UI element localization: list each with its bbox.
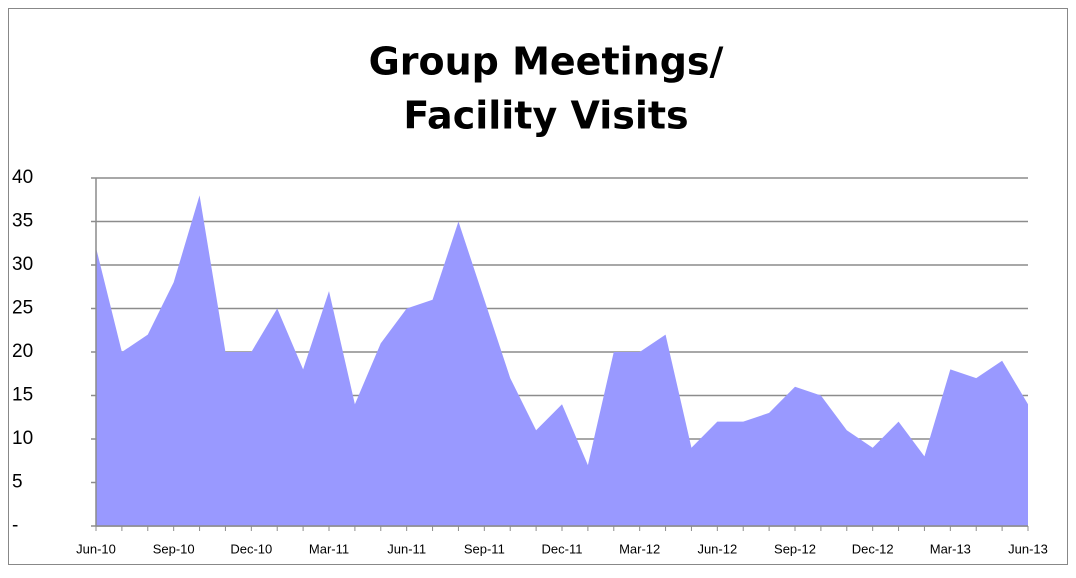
x-tick-label: Dec-10 <box>230 541 272 556</box>
x-tick-label: Jun-13 <box>1008 541 1048 556</box>
y-tick-label: - <box>12 515 18 536</box>
x-tick-label: Mar-11 <box>309 541 349 556</box>
y-tick-label: 40 <box>12 167 33 188</box>
y-tick-label: 30 <box>12 254 33 275</box>
y-tick-label: 15 <box>12 385 33 406</box>
x-tick-label: Mar-13 <box>930 541 971 556</box>
x-tick-label: Jun-11 <box>387 541 426 556</box>
x-tick-label: Mar-12 <box>619 541 660 556</box>
x-tick-label: Jun-12 <box>697 541 737 556</box>
y-tick-label: 25 <box>12 298 33 319</box>
x-tick-label: Jun-10 <box>76 541 116 556</box>
y-tick-label: 5 <box>12 472 23 493</box>
x-tick-label: Sep-11 <box>464 541 505 556</box>
x-tick-label: Sep-12 <box>774 541 816 556</box>
y-tick-label: 35 <box>12 211 33 232</box>
x-tick-label: Dec-12 <box>852 541 894 556</box>
chart-title-line: Facility Visits <box>403 94 688 138</box>
y-tick-label: 20 <box>12 341 33 362</box>
y-tick-label: 10 <box>12 428 33 449</box>
area <box>96 195 1028 526</box>
x-tick-label: Sep-10 <box>153 541 195 556</box>
chart-title-line: Group Meetings/ <box>369 40 724 84</box>
x-tick-label: Dec-11 <box>542 541 583 556</box>
